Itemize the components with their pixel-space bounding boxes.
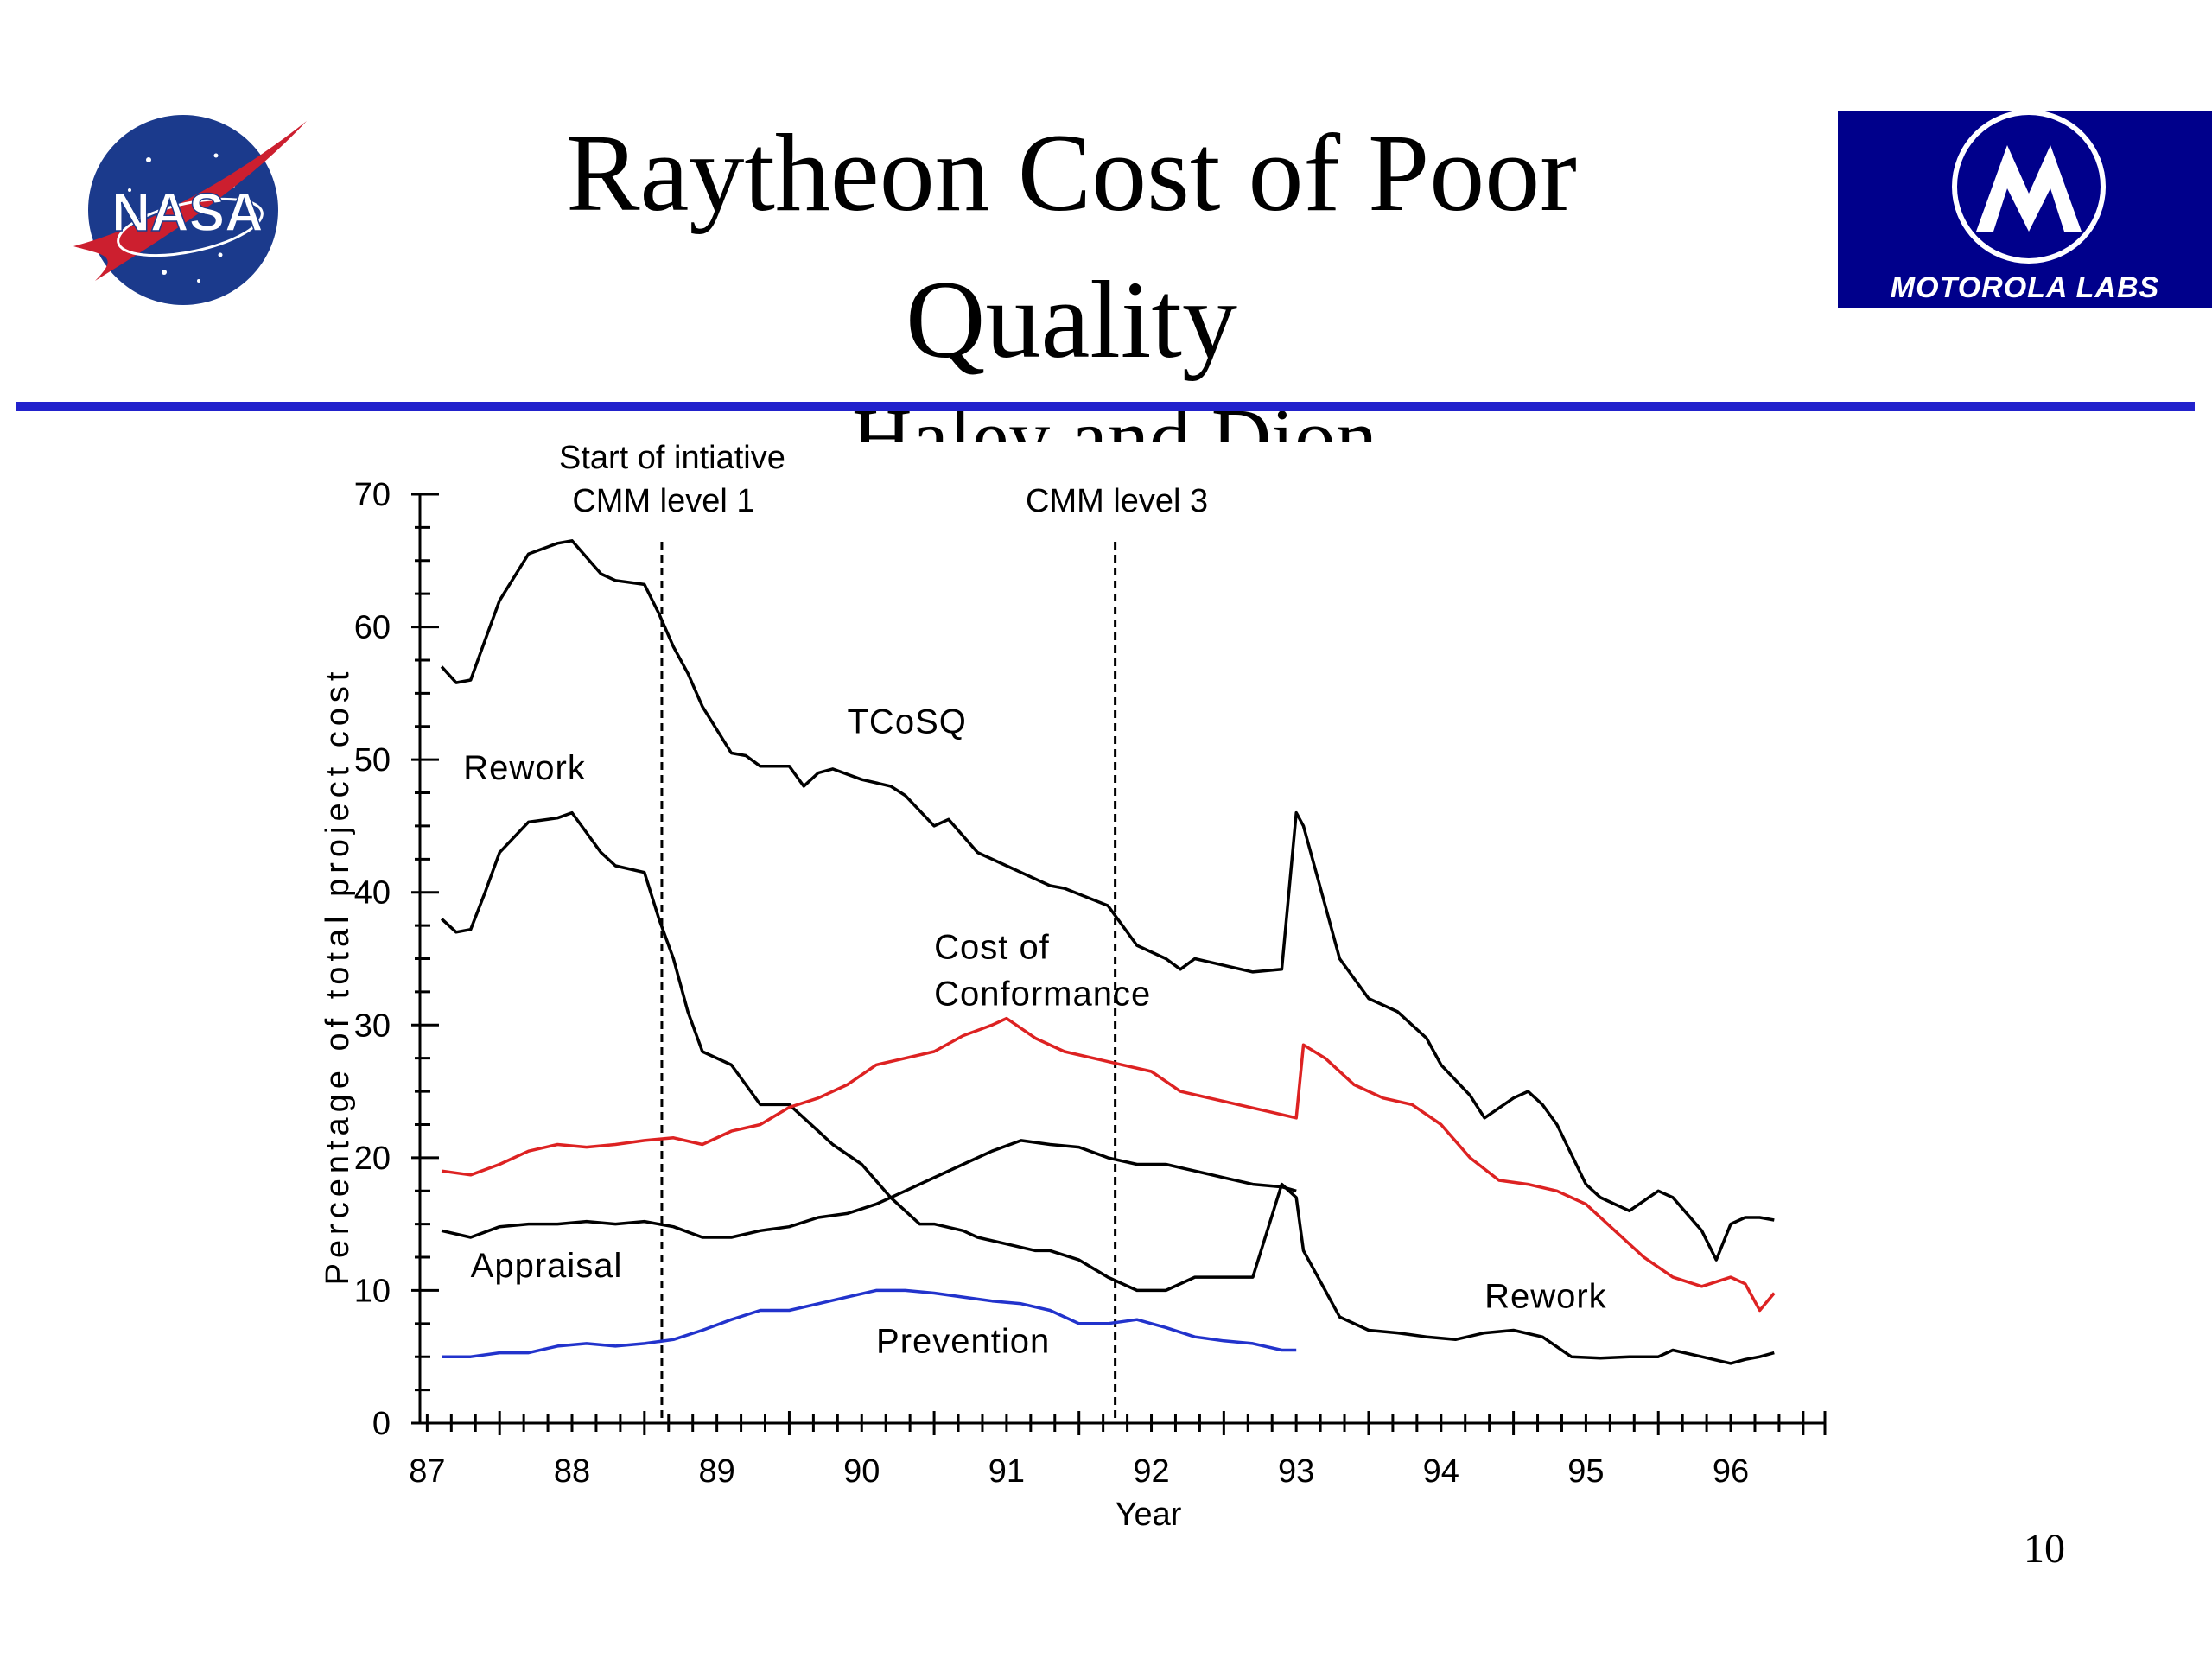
- milestone-label: CMM level 3: [1026, 483, 1208, 519]
- y-axis-label: Percentage of total project cost: [320, 667, 356, 1286]
- nasa-logo-orbit: [117, 197, 264, 257]
- motorola-logo: MOTOROLA LABS: [1838, 111, 2212, 308]
- y-tick-label: 60: [354, 610, 391, 646]
- x-tick-label: 96: [1713, 1453, 1749, 1490]
- series-line-cost-of-conformance: [441, 1016, 1776, 1313]
- page-number: 10: [2024, 1526, 2065, 1572]
- x-tick-label: 92: [1133, 1453, 1169, 1490]
- y-tick-label: 0: [372, 1406, 391, 1442]
- x-tick-label: 87: [409, 1453, 445, 1490]
- series-annotation: Cost of: [934, 929, 1050, 967]
- series-annotation: Rework: [1484, 1277, 1607, 1315]
- motorola-batwing-icon: [1976, 145, 2082, 232]
- x-tick-label: 93: [1278, 1453, 1314, 1490]
- x-tick-label: 88: [554, 1453, 590, 1490]
- nasa-logo-vector: [73, 121, 307, 281]
- y-tick-label: 50: [354, 742, 391, 779]
- slide-title: Raytheon Cost of Poor Quality: [566, 111, 1577, 381]
- y-tick-label: 30: [354, 1007, 391, 1044]
- y-tick-label: 40: [354, 875, 391, 912]
- header-rule: [16, 402, 2195, 411]
- series-line-tcosq: [440, 539, 1775, 1262]
- motorola-logo-ring: [1952, 111, 2106, 264]
- x-tick-label: 90: [843, 1453, 880, 1490]
- milestone-label: CMM level 1: [572, 483, 754, 519]
- series-annotation: Appraisal: [471, 1247, 623, 1285]
- series-annotation: Conformance: [934, 975, 1151, 1013]
- milestone-label: Start of intiative: [559, 440, 785, 476]
- nasa-logo: NASA: [69, 108, 320, 315]
- x-tick-label: 91: [988, 1453, 1025, 1490]
- y-tick-label: 10: [354, 1273, 391, 1309]
- series-line-prevention: [442, 1288, 1297, 1358]
- motorola-logo-text: MOTOROLA LABS: [1890, 271, 2160, 304]
- x-tick-label: 89: [698, 1453, 734, 1490]
- x-tick-label: 95: [1567, 1453, 1604, 1490]
- y-tick-label: 20: [354, 1141, 391, 1177]
- series-annotation: Prevention: [876, 1323, 1050, 1361]
- series-line-rework: [440, 810, 1775, 1365]
- series-annotation: TCoSQ: [848, 702, 967, 741]
- series-line-appraisal: [441, 1139, 1297, 1239]
- series-annotation: Rework: [463, 749, 586, 787]
- nasa-logo-text: NASA: [111, 183, 264, 243]
- x-axis-label: Year: [1116, 1497, 1182, 1533]
- x-tick-label: 94: [1423, 1453, 1459, 1490]
- y-tick-label: 70: [354, 477, 391, 513]
